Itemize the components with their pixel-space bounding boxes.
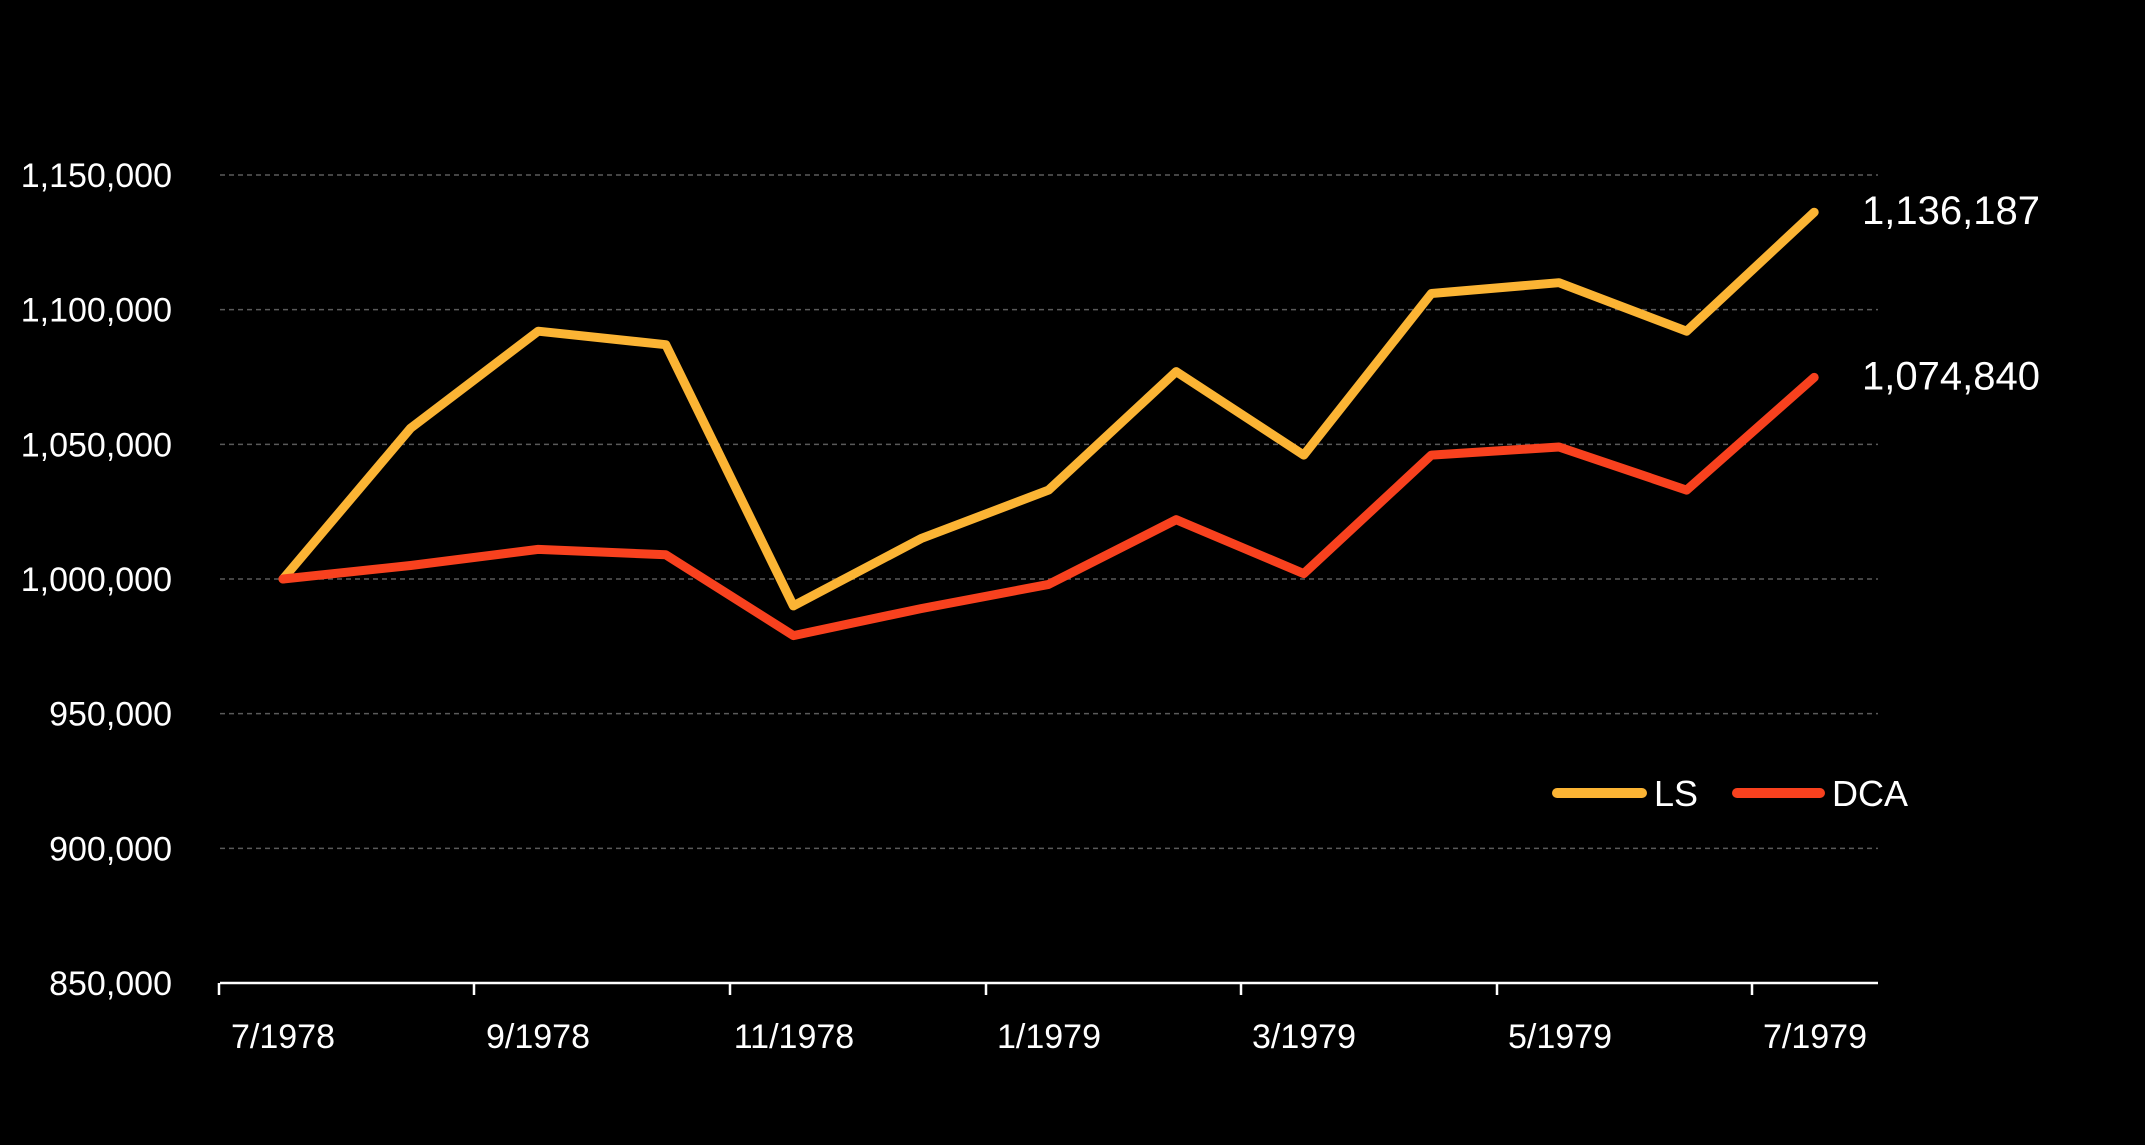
y-axis-tick-labels: 850,000 900,000 950,000 1,000,000 1,050,000 1… bbox=[21, 157, 172, 1003]
legend-label-ls: LS bbox=[1654, 773, 1698, 814]
x-tick-label: 5/1979 bbox=[1508, 1018, 1612, 1056]
end-label-ls: 1,136,187 bbox=[1862, 189, 2040, 233]
y-tick-label: 1,150,000 bbox=[21, 157, 172, 195]
y-tick-label: 1,000,000 bbox=[21, 561, 172, 599]
series-lines bbox=[278, 207, 1819, 641]
y-tick-label: 1,100,000 bbox=[21, 292, 172, 330]
end-label-dca: 1,074,840 bbox=[1862, 354, 2040, 398]
x-tick-label: 7/1978 bbox=[231, 1018, 335, 1056]
legend-label-dca: DCA bbox=[1832, 773, 1908, 814]
x-tick-label: 11/1978 bbox=[734, 1018, 854, 1056]
x-tick-label: 9/1978 bbox=[486, 1018, 590, 1056]
y-tick-label: 850,000 bbox=[49, 965, 172, 1003]
y-tick-label: 950,000 bbox=[49, 696, 172, 734]
x-axis-tick-labels: 7/1978 9/1978 11/1978 1/1979 3/1979 5/1979 7/1… bbox=[231, 1018, 1867, 1056]
x-axis bbox=[217, 981, 1878, 995]
x-tick-label: 3/1979 bbox=[1252, 1018, 1356, 1056]
y-tick-label: 1,050,000 bbox=[21, 426, 172, 464]
end-value-labels: 1,136,187 1,074,840 bbox=[1862, 189, 2040, 398]
x-tick-label: 1/1979 bbox=[997, 1018, 1101, 1056]
legend: LS DCA bbox=[1552, 773, 1908, 814]
series-line-dca bbox=[278, 372, 1819, 641]
y-tick-label: 900,000 bbox=[49, 830, 172, 868]
series-line-ls bbox=[278, 207, 1819, 611]
x-tick-label: 7/1979 bbox=[1763, 1018, 1867, 1056]
grid-lines bbox=[220, 174, 1878, 850]
